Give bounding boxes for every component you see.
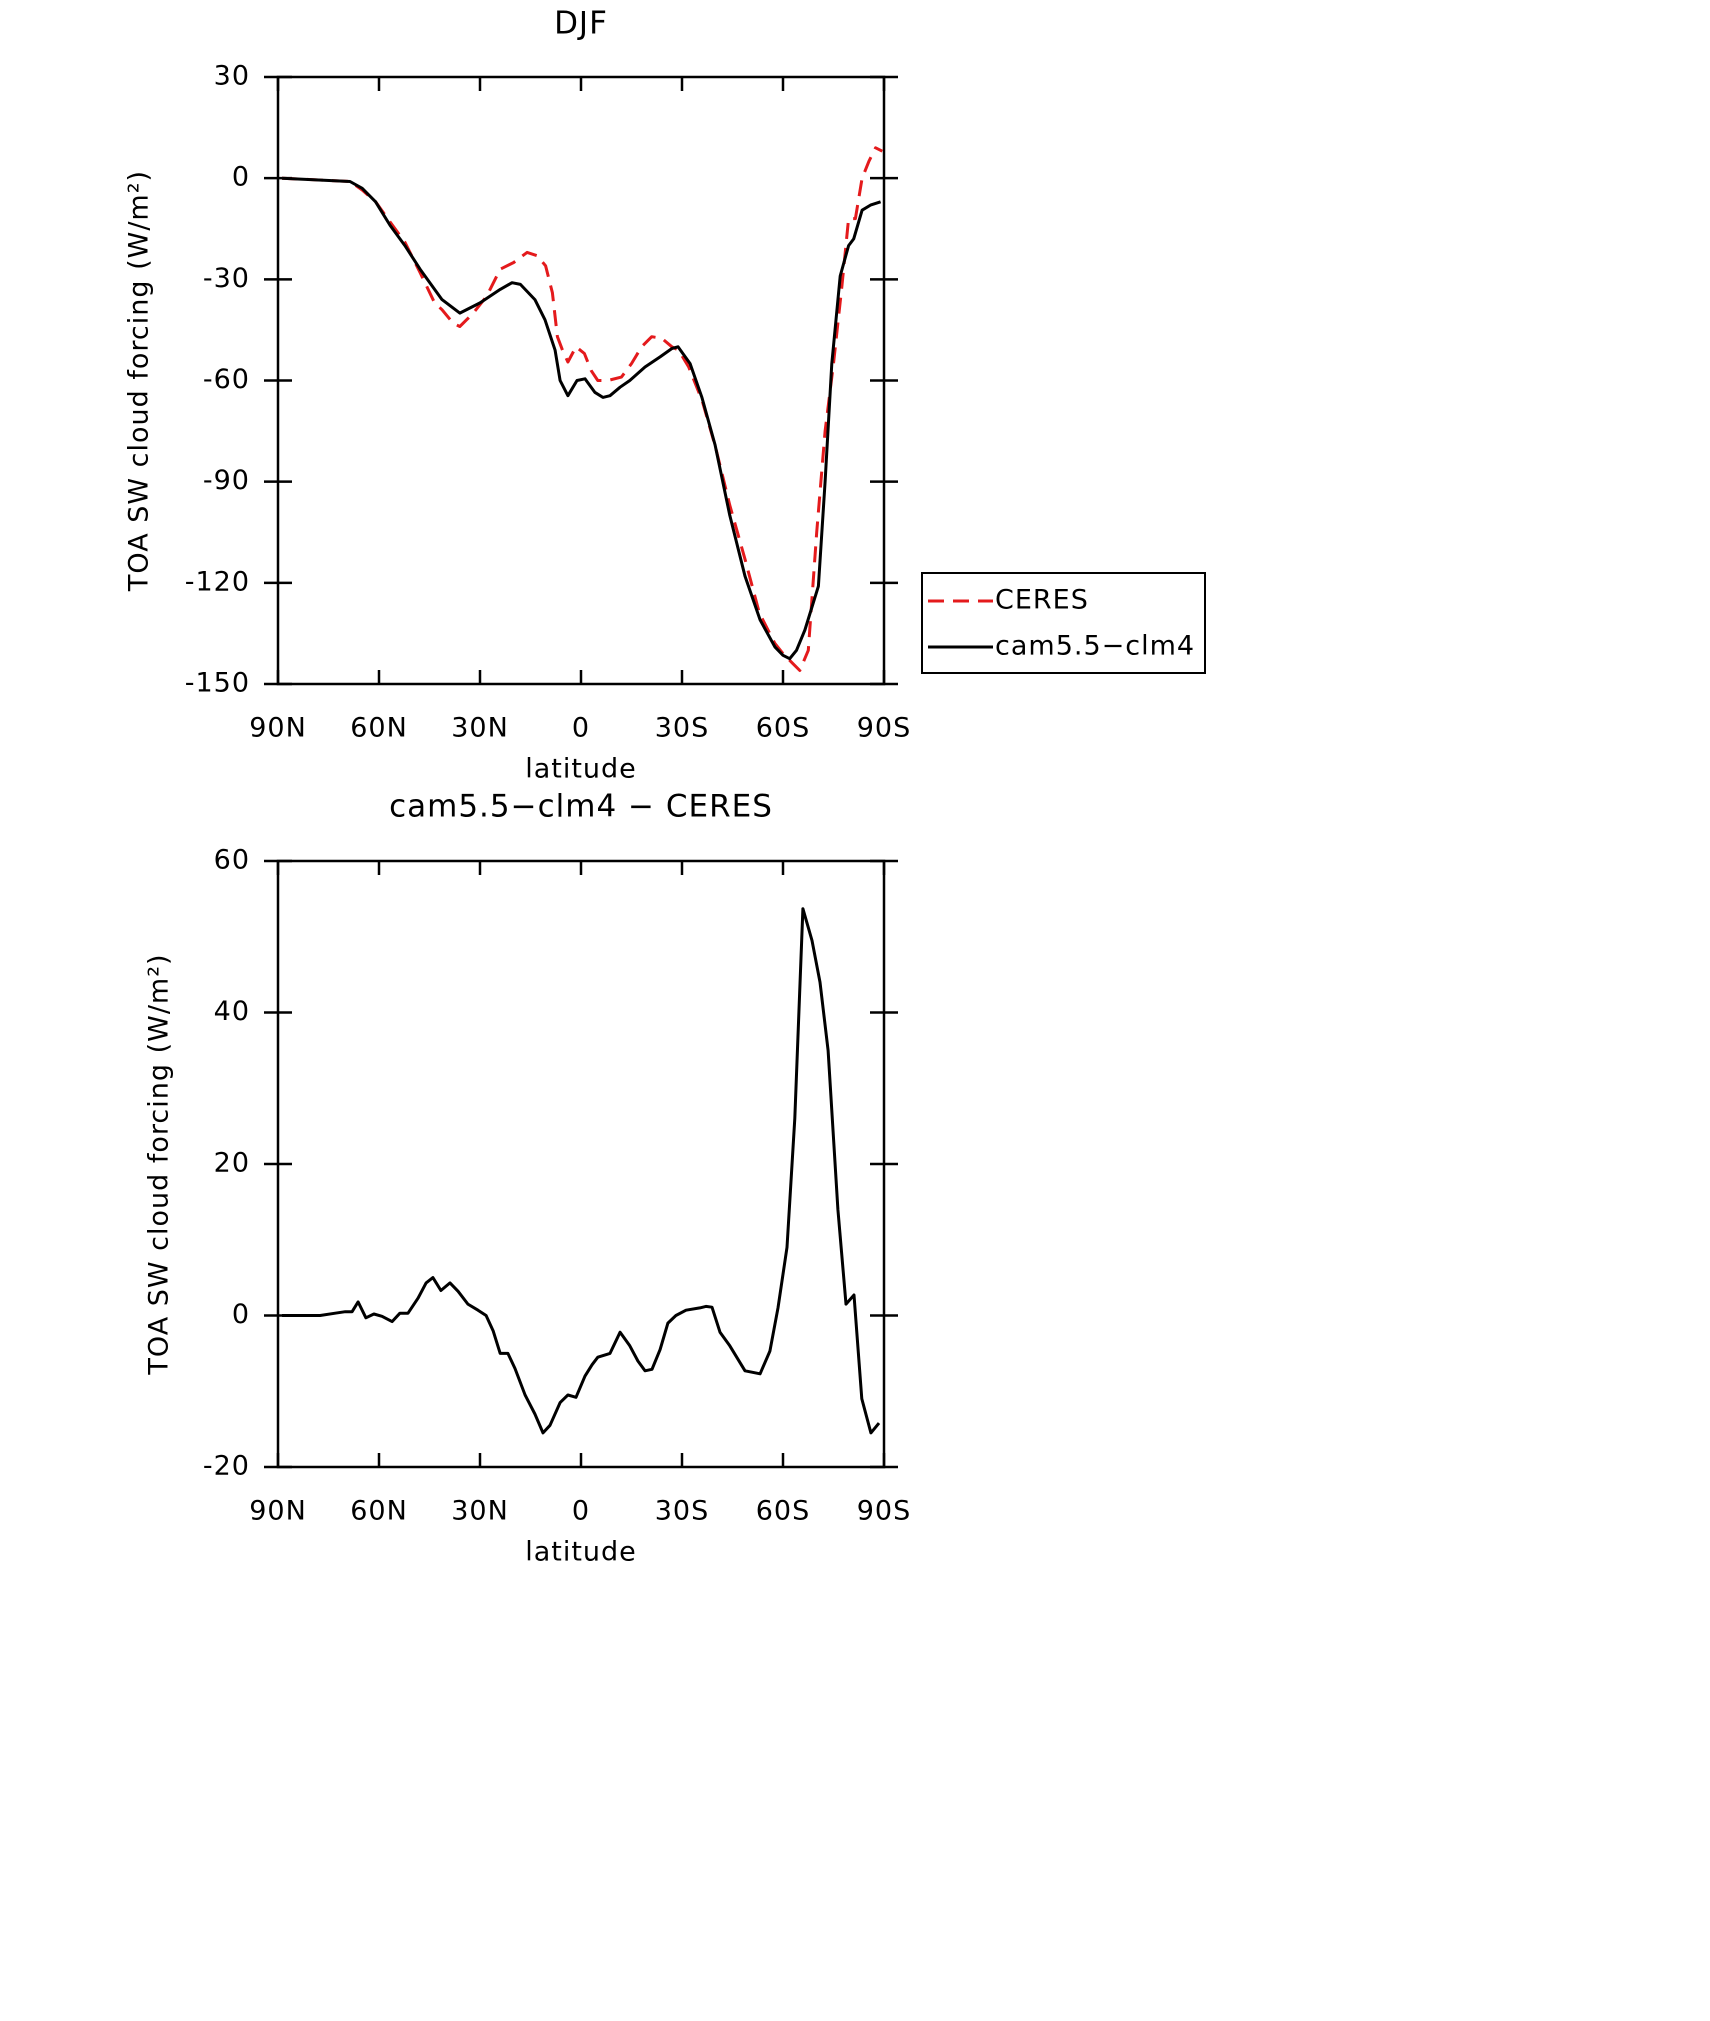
y-tick-label: -120: [185, 566, 250, 597]
y-tick-label: 20: [214, 1148, 250, 1179]
y-tick-label: 30: [214, 61, 250, 92]
x-tick-label: 30S: [655, 713, 710, 744]
y-tick-label: -30: [203, 263, 250, 294]
x-tick-label: 60S: [756, 1496, 811, 1527]
legend-label: CERES: [995, 585, 1089, 616]
y-tick-label: 40: [214, 996, 250, 1027]
x-tick-label: 30S: [655, 1496, 710, 1527]
x-tick-label: 0: [572, 713, 590, 744]
x-tick-label: 30N: [451, 1496, 509, 1527]
legend-label: cam5.5−clm4: [995, 631, 1195, 662]
data-line: [281, 146, 883, 672]
x-tick-label: 0: [572, 1496, 590, 1527]
y-tick-label: -20: [203, 1451, 250, 1482]
x-tick-label: 90N: [249, 713, 307, 744]
data-line: [281, 176, 882, 661]
y-axis-label: TOA SW cloud forcing (W/m²): [124, 170, 155, 592]
y-tick-label: -90: [203, 465, 250, 496]
x-tick-label: 60S: [756, 713, 811, 744]
y-tick-label: -150: [185, 668, 250, 699]
x-tick-label: 90S: [857, 1496, 912, 1527]
y-axis-label: TOA SW cloud forcing (W/m²): [144, 953, 175, 1375]
y-tick-label: -60: [203, 364, 250, 395]
legend-box: [921, 572, 1206, 674]
chart-title: DJF: [554, 6, 608, 42]
y-tick-label: 0: [232, 1299, 250, 1330]
data-line: [282, 907, 881, 1435]
y-tick-label: 0: [232, 162, 250, 193]
x-tick-label: 90N: [249, 1496, 307, 1527]
x-tick-label: 90S: [857, 713, 912, 744]
y-tick-label: 60: [214, 845, 250, 876]
chart-title: cam5.5−clm4 − CERES: [389, 789, 773, 825]
x-tick-label: 30N: [451, 713, 509, 744]
x-tick-label: 60N: [350, 1496, 408, 1527]
x-tick-label: 60N: [350, 713, 408, 744]
x-axis-label: latitude: [525, 754, 637, 785]
x-axis-label: latitude: [525, 1537, 637, 1568]
